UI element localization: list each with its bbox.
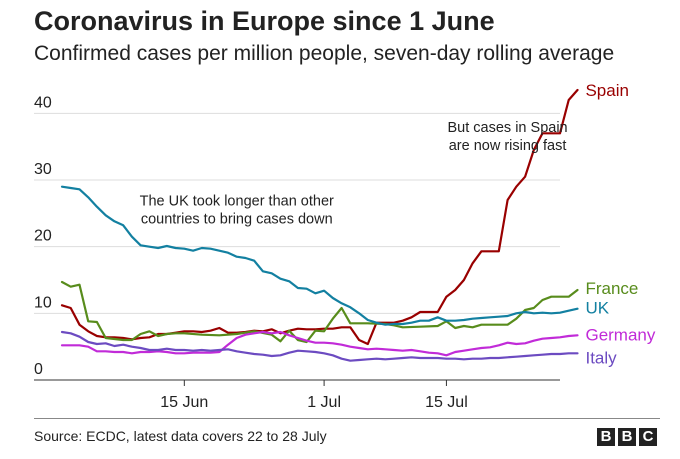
bbc-logo-letter: B	[618, 428, 636, 446]
footer-divider	[34, 418, 660, 419]
x-tick-label: 15 Jul	[425, 394, 468, 411]
y-tick-label: 40	[34, 94, 52, 111]
bbc-logo-letter: B	[597, 428, 615, 446]
chart-title: Coronavirus in Europe since 1 June	[34, 6, 495, 36]
series-label-france: France	[585, 279, 638, 298]
series-line-spain	[60, 88, 579, 346]
series-line-germany	[60, 330, 579, 357]
y-tick-label: 30	[34, 161, 52, 178]
y-tick-label: 10	[34, 294, 52, 311]
annotation-text: But cases in Spain	[448, 120, 568, 136]
annotation-text: are now rising fast	[449, 138, 567, 154]
x-tick-label: 15 Jun	[160, 394, 208, 411]
bbc-logo: B B C	[597, 428, 657, 446]
series-label-uk: UK	[585, 299, 609, 318]
y-tick-label: 20	[34, 228, 52, 245]
series-label-germany: Germany	[585, 325, 655, 344]
series-label-italy: Italy	[585, 348, 617, 367]
series-line-italy	[60, 330, 579, 362]
annotation-text: The UK took longer than other	[140, 193, 334, 209]
bbc-logo-letter: C	[639, 428, 657, 446]
y-tick-label: 0	[34, 361, 43, 378]
source-note: Source: ECDC, latest data covers 22 to 2…	[34, 428, 327, 444]
chart-subtitle: Confirmed cases per million people, seve…	[34, 42, 615, 65]
series-line-france	[60, 280, 579, 344]
series-label-spain: Spain	[585, 81, 628, 100]
annotation-text: countries to bring cases down	[141, 211, 333, 227]
series-line-uk	[60, 185, 579, 326]
x-tick-label: 1 Jul	[307, 394, 341, 411]
